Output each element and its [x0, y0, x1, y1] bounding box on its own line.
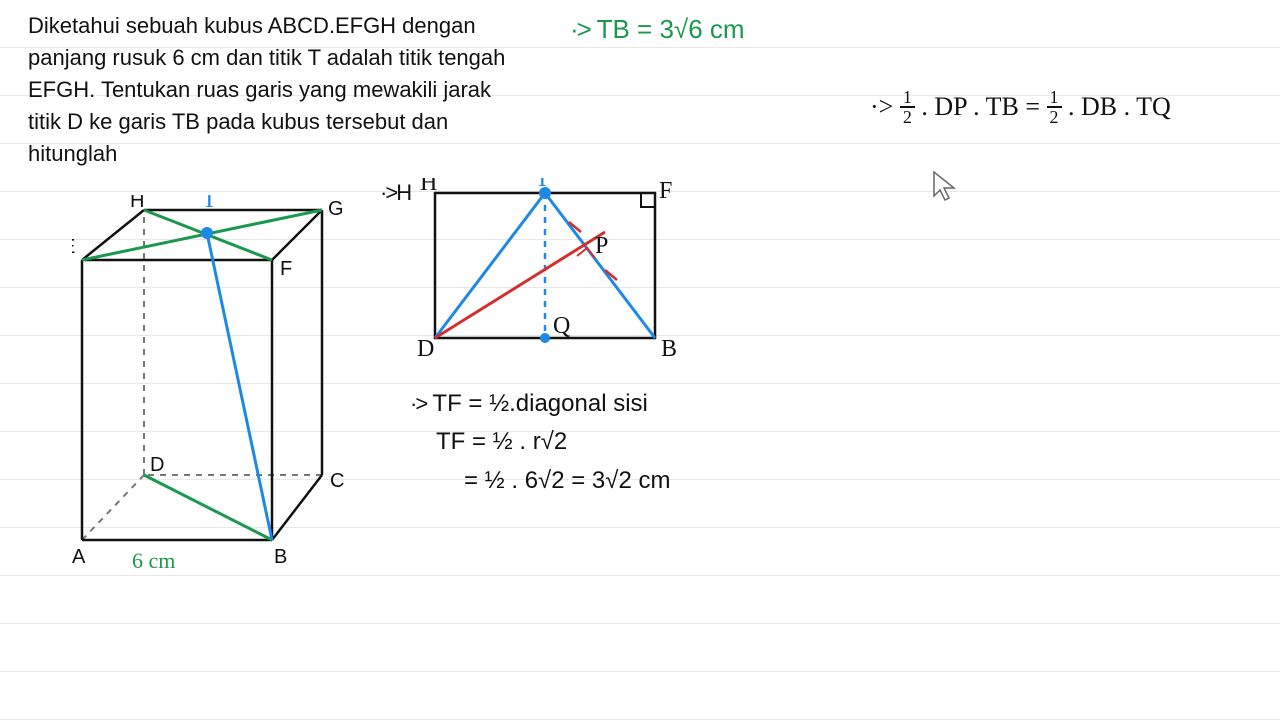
- cube-diagram: A B C D E F G H T: [72, 195, 382, 595]
- svg-text:A: A: [72, 546, 86, 568]
- tf-calculation: ·> TF = ½.diagonal sisi TF = ½ . r√2 = ½…: [410, 385, 670, 500]
- svg-text:F: F: [659, 178, 672, 204]
- svg-text:B: B: [274, 546, 287, 568]
- svg-text:D: D: [417, 336, 434, 362]
- svg-text:T: T: [202, 195, 217, 213]
- answer-tb-value: TB = 3√6 cm: [597, 14, 745, 44]
- answer-tb: ·> TB = 3√6 cm: [570, 14, 745, 45]
- svg-text:T: T: [535, 178, 550, 192]
- svg-text:D: D: [150, 454, 164, 476]
- svg-text:H: H: [130, 195, 144, 212]
- area-equation: ·> 12 . DP . TB = 12 . DB . TQ: [870, 90, 1171, 128]
- svg-text:Q: Q: [553, 313, 570, 339]
- tf-line3: = ½ . 6√2 = 3√2 cm: [410, 462, 670, 500]
- triangle-diagram: H F D B P Q T: [405, 178, 765, 378]
- arrow-icon: ·>: [570, 14, 590, 44]
- cube-edge-label: 6 cm: [132, 548, 175, 574]
- problem-text: Diketahui sebuah kubus ABCD.EFGH dengan …: [28, 10, 528, 169]
- svg-text:C: C: [330, 470, 344, 492]
- cursor-icon: [930, 170, 960, 204]
- svg-text:B: B: [661, 336, 677, 362]
- svg-text:F: F: [280, 258, 292, 280]
- svg-text:E: E: [72, 236, 75, 258]
- svg-text:H: H: [420, 178, 437, 196]
- svg-text:P: P: [595, 233, 608, 259]
- svg-text:G: G: [328, 198, 344, 220]
- tf-line2: TF = ½ . r√2: [410, 423, 670, 461]
- tf-line1: TF = ½.diagonal sisi: [432, 390, 647, 417]
